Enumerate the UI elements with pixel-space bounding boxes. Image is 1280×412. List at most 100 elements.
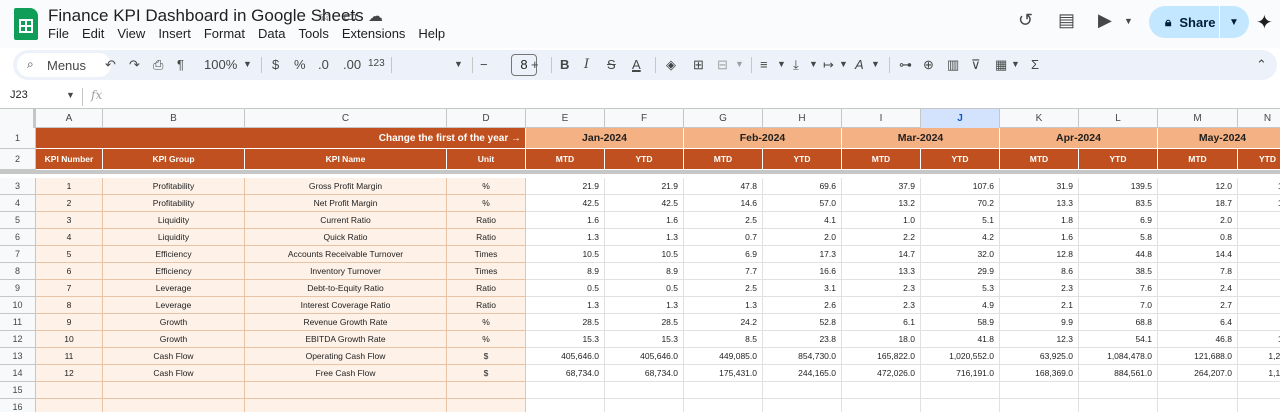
kpi-name-cell[interactable]: Inventory Turnover [245, 263, 447, 280]
kpi-value-cell[interactable]: 9.9 [1000, 314, 1079, 331]
kpi-value-cell[interactable]: 5.8 [1079, 229, 1158, 246]
font-size-input[interactable]: 8 [511, 54, 537, 76]
paint-format-icon[interactable]: ¶ [177, 57, 184, 72]
kpi-value-cell[interactable]: 2.4 [1158, 280, 1238, 297]
kpi-value-cell[interactable]: 18.7 [1158, 195, 1238, 212]
kpi-group-cell[interactable]: Liquidity [103, 229, 245, 246]
kpi-value-cell[interactable]: 46 [1238, 263, 1280, 280]
zoom-caret-icon[interactable]: ▼ [243, 59, 252, 69]
kpi-num-cell[interactable]: 3 [36, 212, 103, 229]
kpi-group-cell[interactable]: Cash Flow [103, 365, 245, 382]
column-header-c[interactable]: C [245, 109, 447, 128]
kpi-value-cell[interactable]: 12.0 [1158, 178, 1238, 195]
kpi-group-cell[interactable]: Growth [103, 331, 245, 348]
kpi-value-cell[interactable]: 13.2 [842, 195, 921, 212]
empty-cell[interactable] [1238, 399, 1280, 412]
column-header-m[interactable]: M [1158, 109, 1238, 128]
menu-data[interactable]: Data [258, 26, 286, 41]
column-header-g[interactable]: G [684, 109, 763, 128]
kpi-value-cell[interactable]: 2.3 [842, 280, 921, 297]
empty-cell[interactable] [103, 382, 245, 399]
kpi-value-cell[interactable]: 29.9 [921, 263, 1000, 280]
print-icon[interactable]: ⎙ [153, 57, 164, 72]
kpi-value-cell[interactable]: 405,646.0 [605, 348, 684, 365]
kpi-value-cell[interactable]: 2.3 [1000, 280, 1079, 297]
halign-caret-icon[interactable]: ▼ [777, 59, 786, 69]
kpi-value-cell[interactable]: 14.6 [684, 195, 763, 212]
percent-format-button[interactable]: % [294, 57, 306, 72]
kpi-value-cell[interactable]: 5.1 [921, 212, 1000, 229]
insert-comment-icon[interactable]: ⊕ [923, 57, 934, 72]
kpi-unit-cell[interactable]: Ratio [447, 229, 526, 246]
kpi-name-cell[interactable]: Interest Coverage Ratio [245, 297, 447, 314]
kpi-value-cell[interactable]: 10 [1238, 280, 1280, 297]
kpi-value-cell[interactable]: 102 [1238, 195, 1280, 212]
kpi-value-cell[interactable]: 10.5 [526, 246, 605, 263]
kpi-value-cell[interactable]: 1,084,478.0 [1079, 348, 1158, 365]
column-header-i[interactable]: I [842, 109, 921, 128]
kpi-group-cell[interactable]: Liquidity [103, 212, 245, 229]
empty-cell[interactable] [1000, 382, 1079, 399]
kpi-value-cell[interactable]: 5.3 [921, 280, 1000, 297]
empty-cell[interactable] [36, 399, 103, 412]
column-header-a[interactable]: A [36, 109, 103, 128]
kpi-value-cell[interactable]: 4.2 [921, 229, 1000, 246]
bold-icon[interactable]: B [560, 57, 570, 72]
column-header-n[interactable]: N [1238, 109, 1280, 128]
kpi-value-cell[interactable]: 69.6 [763, 178, 842, 195]
kpi-value-cell[interactable]: 21.9 [605, 178, 684, 195]
kpi-value-cell[interactable]: 1.6 [1000, 229, 1079, 246]
kpi-value-cell[interactable]: 107.6 [921, 178, 1000, 195]
kpi-unit-cell[interactable]: $ [447, 365, 526, 382]
empty-cell[interactable] [245, 399, 447, 412]
select-all-corner[interactable] [0, 109, 36, 128]
empty-cell[interactable] [1079, 382, 1158, 399]
strikethrough-icon[interactable]: S [607, 57, 616, 72]
empty-cell[interactable] [921, 399, 1000, 412]
row-header-11[interactable]: 11 [0, 314, 36, 331]
kpi-value-cell[interactable]: 8.5 [684, 331, 763, 348]
kpi-unit-cell[interactable]: % [447, 178, 526, 195]
kpi-value-cell[interactable]: 1.3 [526, 297, 605, 314]
menus-search[interactable]: ⌕ Menus [17, 53, 111, 77]
kpi-value-cell[interactable]: 18.0 [842, 331, 921, 348]
kpi-value-cell[interactable]: 0.5 [526, 280, 605, 297]
row-header-16[interactable]: 16 [0, 399, 36, 412]
kpi-value-cell[interactable]: 68,734.0 [605, 365, 684, 382]
name-box-caret-icon[interactable]: ▼ [66, 90, 75, 100]
kpi-value-cell[interactable]: 1.3 [526, 229, 605, 246]
kpi-value-cell[interactable]: 14.4 [1158, 246, 1238, 263]
document-title[interactable]: Finance KPI Dashboard in Google Sheets [48, 6, 364, 25]
empty-cell[interactable] [842, 399, 921, 412]
kpi-value-cell[interactable]: 0.8 [1158, 229, 1238, 246]
kpi-value-cell[interactable]: 3.1 [763, 280, 842, 297]
kpi-value-cell[interactable]: 54.1 [1079, 331, 1158, 348]
kpi-value-cell[interactable]: 1.0 [842, 212, 921, 229]
kpi-value-cell[interactable]: 21.9 [526, 178, 605, 195]
kpi-unit-cell[interactable]: $ [447, 348, 526, 365]
kpi-value-cell[interactable]: 15.3 [605, 331, 684, 348]
kpi-value-cell[interactable]: 14.7 [842, 246, 921, 263]
kpi-num-cell[interactable]: 5 [36, 246, 103, 263]
kpi-name-cell[interactable]: Free Cash Flow [245, 365, 447, 382]
kpi-value-cell[interactable]: 168,369.0 [1000, 365, 1079, 382]
row-header-1[interactable]: 1 [0, 128, 36, 149]
empty-cell[interactable] [684, 382, 763, 399]
empty-cell[interactable] [36, 382, 103, 399]
share-button[interactable]: 🔒︎ Share ▼ [1149, 6, 1249, 38]
kpi-value-cell[interactable]: 7.6 [1079, 280, 1158, 297]
star-icon[interactable]: ☆ [318, 8, 332, 25]
collapse-toolbar-icon[interactable]: ⌃ [1256, 57, 1267, 72]
menu-insert[interactable]: Insert [158, 26, 191, 41]
kpi-value-cell[interactable]: 2.6 [763, 297, 842, 314]
kpi-value-cell[interactable]: 6 [1238, 229, 1280, 246]
kpi-value-cell[interactable]: 8.9 [1238, 212, 1280, 229]
row-header-3[interactable]: 3 [0, 178, 36, 195]
font-size-decrease-icon[interactable]: − [480, 57, 488, 72]
empty-cell[interactable] [103, 399, 245, 412]
kpi-value-cell[interactable]: 472,026.0 [842, 365, 921, 382]
kpi-value-cell[interactable]: 6.9 [684, 246, 763, 263]
borders-icon[interactable]: ⊞ [693, 57, 704, 72]
kpi-value-cell[interactable]: 2.0 [763, 229, 842, 246]
menu-format[interactable]: Format [203, 26, 245, 41]
